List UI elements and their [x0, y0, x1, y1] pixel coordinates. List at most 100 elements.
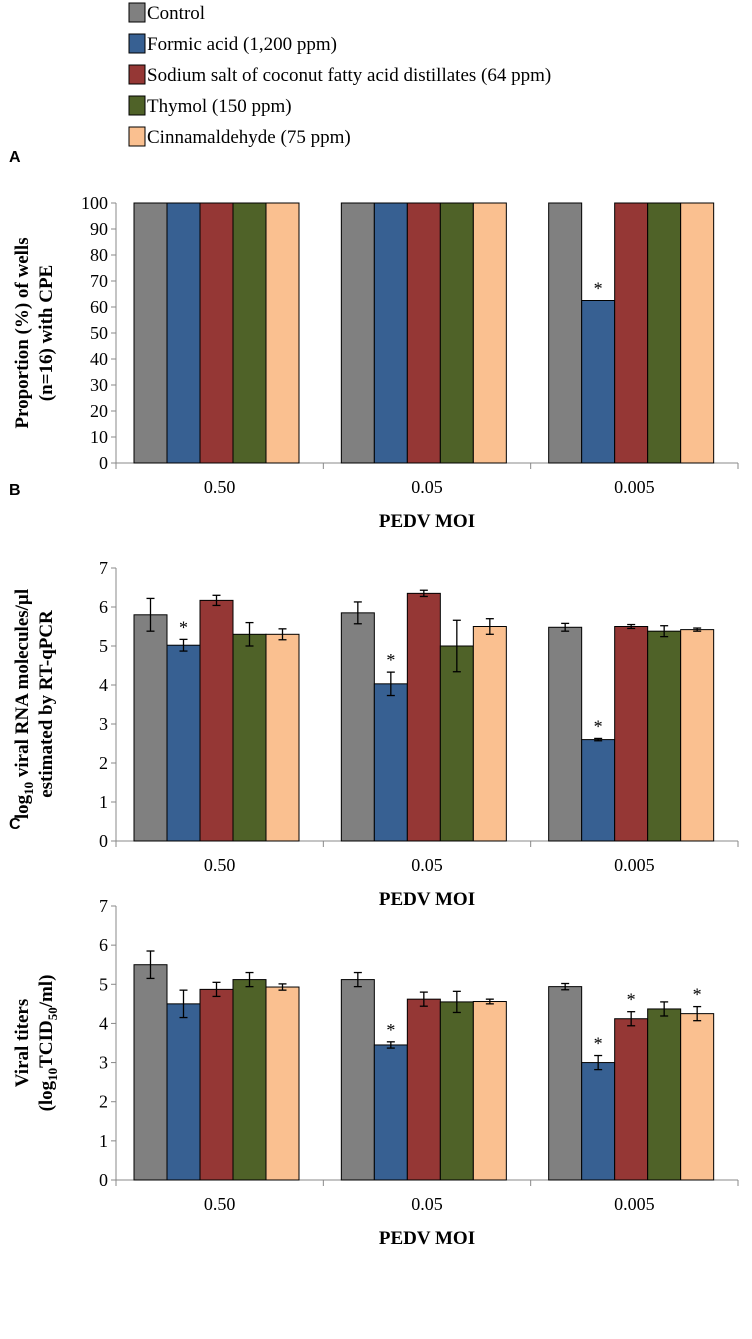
y-tick-label-a: 0 [99, 453, 108, 473]
y-tick-label-b: 6 [99, 597, 108, 617]
legend-label-5: Cinnamaldehyde (75 ppm) [147, 127, 351, 148]
panel-label-c: C [9, 816, 21, 833]
y-axis-title-c-sub1: 10 [45, 1068, 60, 1081]
significance-marker-c-3-5: * [693, 985, 702, 1005]
bar-b-1-1 [133, 614, 168, 842]
chart-panel-b: 0 1 2 3 4 5 6 7 * 0.50 * 0.05 * 0.005 PEDV MOI log10 vi… [12, 558, 739, 910]
y-tick-label-a: 100 [81, 193, 108, 213]
y-axis-title-a: Proportion (%) of wells (n=16) with CPE [12, 237, 57, 428]
bar-b-3-4 [647, 630, 682, 842]
significance-marker-c-2-2: * [386, 1020, 395, 1040]
y-axis-title-b-log: log [12, 794, 33, 819]
bar-b-1-4 [232, 633, 267, 842]
x-tick-label-c-3: 0.005 [614, 1194, 655, 1214]
bar-a-1-5 [265, 202, 300, 464]
bar-c-2-4 [439, 1001, 474, 1181]
y-tick-label-a: 70 [90, 271, 108, 291]
y-tick-label-b: 7 [99, 558, 108, 578]
y-tick-label-b: 4 [99, 675, 108, 695]
bar-c-3-5 [680, 1013, 715, 1181]
y-tick-label-b: 5 [99, 636, 108, 656]
bar-a-3-5 [680, 202, 715, 464]
y-axis-title-c: Viral titers(log10TCID50/ml) [12, 975, 60, 1112]
y-tick-label-b: 3 [99, 714, 108, 734]
bar-c-1-3 [199, 988, 234, 1181]
bar-a-3-3 [614, 202, 649, 464]
x-axis-title-a: PEDV MOI [379, 511, 475, 532]
significance-marker-b-3-2: * [594, 716, 603, 736]
legend-swatch-4 [128, 95, 146, 116]
bar-c-1-1 [133, 964, 168, 1181]
y-tick-label-a: 10 [90, 427, 108, 447]
bar-b-2-1 [340, 612, 375, 842]
y-axis-title-c-sub2: 50 [45, 1007, 60, 1020]
chart-panel-a: 0 10 20 30 40 50 60 70 80 90 100 0.50 0.05 * 0.005 PEDV… [12, 193, 739, 532]
y-tick-label-a: 60 [90, 297, 108, 317]
bar-c-2-2 [373, 1044, 408, 1181]
y-tick-label-c: 0 [99, 1170, 108, 1190]
panel-label-a: A [9, 149, 21, 166]
y-tick-label-a: 90 [90, 219, 108, 239]
bar-a-2-2 [373, 202, 408, 464]
legend-swatch-5 [128, 126, 146, 147]
bar-b-1-3 [199, 599, 234, 842]
legend-label-3: Sodium salt of coconut fatty acid distil… [147, 65, 551, 86]
significance-marker-a-3-2: * [594, 279, 603, 299]
y-tick-label-b: 2 [99, 753, 108, 773]
bar-c-2-1 [340, 979, 375, 1181]
y-axis-title-b: log10 viral RNA molecules/µl estimated by… [12, 589, 57, 819]
bar-a-1-1 [133, 202, 168, 464]
y-axis-title-a-line2: (n=16) with CPE [36, 265, 57, 401]
significance-marker-b-2-2: * [386, 650, 395, 670]
x-tick-label-a-2: 0.05 [411, 477, 443, 497]
y-tick-label-b: 0 [99, 831, 108, 851]
legend-swatch-2 [128, 33, 146, 54]
y-axis-title-c-line1: Viral titers [12, 999, 33, 1087]
bar-c-1-2 [166, 1003, 201, 1181]
y-tick-label-c: 4 [99, 1013, 108, 1033]
y-axis-title-b-sub: 10 [21, 782, 36, 795]
significance-marker-b-1-2: * [179, 617, 188, 637]
legend-label-1: Control [147, 3, 205, 24]
x-tick-label-a-1: 0.50 [204, 477, 236, 497]
bar-b-3-2 [581, 739, 616, 842]
y-tick-label-c: 2 [99, 1092, 108, 1112]
y-axis-title-c-rest: /ml) [36, 975, 57, 1009]
bar-a-1-4 [232, 202, 267, 464]
bar-a-3-1 [548, 202, 583, 464]
y-tick-label-c: 1 [99, 1131, 108, 1151]
bar-a-2-4 [439, 202, 474, 464]
bar-a-2-3 [406, 202, 441, 464]
legend-label-4: Thymol (150 ppm) [147, 96, 292, 117]
y-tick-label-a: 30 [90, 375, 108, 395]
bar-a-3-2 [581, 300, 616, 464]
x-tick-label-b-3: 0.005 [614, 855, 655, 875]
bar-a-2-1 [340, 202, 375, 464]
y-tick-label-c: 6 [99, 935, 108, 955]
bar-b-1-5 [265, 633, 300, 842]
bar-a-2-5 [472, 202, 507, 464]
x-tick-label-a-3: 0.005 [614, 477, 655, 497]
significance-marker-c-3-2: * [594, 1034, 603, 1054]
bar-c-2-3 [406, 998, 441, 1181]
bar-c-1-4 [232, 979, 267, 1181]
bar-a-1-3 [199, 202, 234, 464]
legend-swatch-3 [128, 64, 146, 85]
legend-swatch-1 [128, 2, 146, 23]
y-axis-title-b-line2: estimated by RT-qPCR [36, 610, 57, 798]
significance-marker-c-3-3: * [627, 990, 636, 1010]
bar-a-3-4 [647, 202, 682, 464]
x-tick-label-b-2: 0.05 [411, 855, 443, 875]
legend-label-2: Formic acid (1,200 ppm) [147, 34, 337, 55]
x-tick-label-b-1: 0.50 [204, 855, 236, 875]
bar-c-3-2 [581, 1062, 616, 1181]
bar-a-1-2 [166, 202, 201, 464]
x-axis-title-b: PEDV MOI [379, 889, 475, 910]
bar-b-2-3 [406, 592, 441, 842]
y-tick-label-a: 50 [90, 323, 108, 343]
y-tick-label-c: 3 [99, 1053, 108, 1073]
y-tick-label-b: 1 [99, 792, 108, 812]
bar-c-2-5 [472, 1001, 507, 1181]
bar-b-1-2 [166, 644, 201, 842]
